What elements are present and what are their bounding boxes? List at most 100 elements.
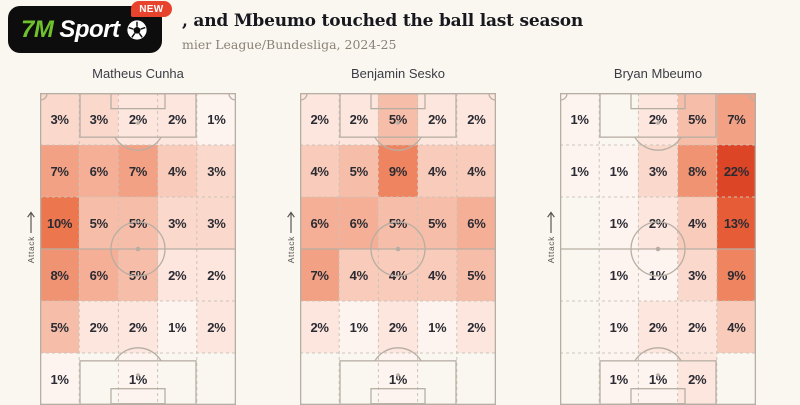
zone-cell: 8% [40,249,80,301]
zone-cell: 9% [716,249,756,301]
zone-cell: 5% [378,93,418,145]
zone-cell: 2% [378,301,418,353]
attack-arrow-icon [26,211,35,234]
zone-cell: 1% [599,301,639,353]
brand-logo[interactable]: 7M Sport NEW [8,1,172,53]
zone-cell: 4% [456,145,496,197]
player-name: Bryan Mbeumo [613,66,703,81]
attack-arrow-icon [286,211,295,234]
zone-cell: 1% [560,93,600,145]
zone-cell: 1% [157,301,197,353]
zone-cell: 3% [677,249,717,301]
zone-cell: 4% [378,249,418,301]
zone-cell [158,353,197,405]
zone-cell: 3% [196,197,236,249]
zone-cell: 7% [118,145,158,197]
zone-cell: 5% [677,93,717,145]
zone-cell: 2% [339,93,379,145]
zone-cell: 2% [300,301,340,353]
attack-label: Attack [25,236,36,264]
zone-cell: 1% [599,353,639,405]
pitch-wrap: Attack 2% 2% 5% 2% 2% 4% 5% 9% 4% 4% 6% 6% 5% 5% 6% 7% 4… [286,93,496,405]
zone-cell: 2% [196,301,236,353]
player-name: Benjamin Sesko [351,66,445,81]
zone-cell: 5% [79,197,119,249]
zone-cell [197,353,236,405]
player-name: Matheus Cunha [92,66,184,81]
zone-cell: 2% [157,93,197,145]
zone-cell: 3% [157,197,197,249]
zone-cell: 6% [300,197,340,249]
zone-cell: 2% [456,93,496,145]
zone-cell: 5% [456,249,496,301]
new-badge: NEW [131,1,172,17]
zone-cell: 3% [40,93,80,145]
zone-cell: 2% [677,301,717,353]
zone-cell: 8% [677,145,717,197]
zone-cell: 4% [677,197,717,249]
pitch-chart: Matheus Cunha Attack 3% 3% 2% 2% 1% 7% 6% 7% 4% 3… [8,66,268,405]
zone-cell: 1% [40,353,80,405]
zone-cell: 2% [638,197,678,249]
zone-cell: 5% [118,197,158,249]
page-title: , and Mbeumo touched the ball last seaso… [182,11,583,31]
zone-cell: 5% [378,197,418,249]
zone-cell: 1% [599,249,639,301]
zone-cell: 9% [378,145,418,197]
zone-cell [560,197,599,249]
attack-label: Attack [285,236,296,264]
zone-cell: 1% [417,301,457,353]
zone-cell: 1% [599,145,639,197]
zone-cell: 7% [716,93,756,145]
brand-7m-text: 7M [21,15,54,43]
header: , and Mbeumo touched the ball last seaso… [182,11,583,52]
brand-sport-text: Sport [59,15,120,43]
zone-cell: 2% [118,93,158,145]
pitch-chart: Bryan Mbeumo Attack 1% 2% 5% 7% 1% 1% 3% 8% 22% 1… [528,66,788,405]
zone-cell: 2% [677,353,717,405]
zone-cell: 2% [79,301,119,353]
attack-arrow-icon [546,211,555,234]
zone-cell: 1% [638,353,678,405]
pitch-chart: Benjamin Sesko Attack 2% 2% 5% 2% 2% 4% 5% 9% 4%… [268,66,528,405]
zone-cell: 3% [196,145,236,197]
zone-cell: 2% [638,301,678,353]
zone-cell: 2% [157,249,197,301]
soccer-ball-icon [126,19,147,40]
zone-cell: 6% [456,197,496,249]
zone-cell: 6% [79,249,119,301]
zone-cell: 5% [339,145,379,197]
zone-cell: 2% [118,301,158,353]
zone-cell: 7% [300,249,340,301]
zone-cell: 1% [339,301,379,353]
zone-cell: 5% [40,301,80,353]
zone-cell: 1% [196,93,236,145]
zone-cell [457,353,496,405]
zone-cell [418,353,457,405]
zone-cell [79,353,118,405]
zone-cell [339,353,378,405]
zone-cell: 6% [339,197,379,249]
zone-cell: 1% [638,249,678,301]
zone-cell: 4% [417,249,457,301]
zone-cell: 5% [118,249,158,301]
zone-cell [717,353,756,405]
zone-cell: 22% [716,145,756,197]
zone-cell: 2% [456,301,496,353]
zone-cell [300,353,339,405]
zone-cell: 1% [118,353,158,405]
pitch-wrap: Attack 1% 2% 5% 7% 1% 1% 3% 8% 22% 1% 2% 4% 13% 1% 1% 3… [546,93,756,405]
pitch-heatmap: 1% 2% 5% 7% 1% 1% 3% 8% 22% 1% 2% 4% 13% 1% 1% 3% 9% 1% 2%… [560,93,756,405]
attack-indicator: Attack [283,209,298,263]
zone-cell: 4% [417,145,457,197]
zone-cell: 2% [196,249,236,301]
zone-cell [560,249,599,301]
zone-cell: 4% [716,301,756,353]
pitch-wrap: Attack 3% 3% 2% 2% 1% 7% 6% 7% 4% 3% 10% 5% 5% 3% 3% 8%… [26,93,236,405]
zone-cell [560,353,599,405]
zone-cell: 4% [300,145,340,197]
zone-cell: 1% [560,145,600,197]
zone-cell: 10% [40,197,80,249]
zone-cell [560,301,599,353]
zone-cell: 13% [716,197,756,249]
